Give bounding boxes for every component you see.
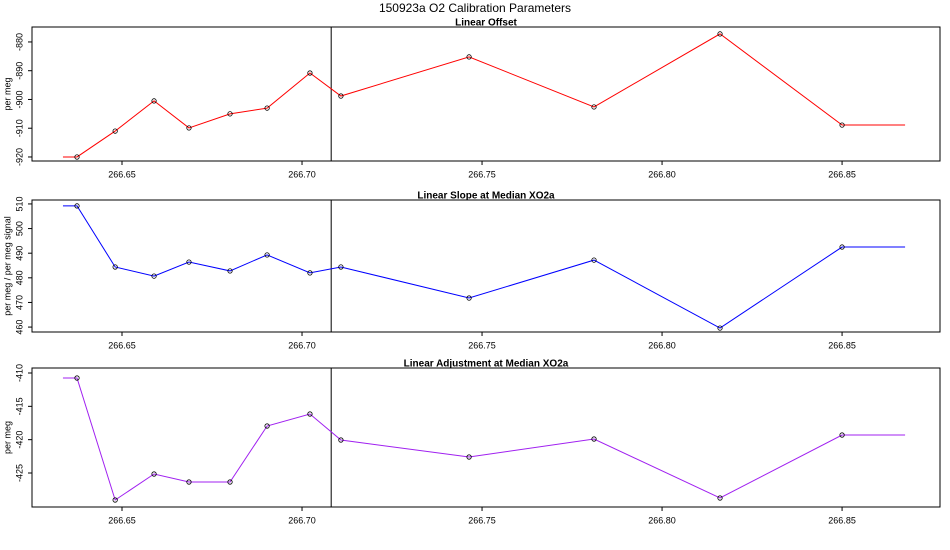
y-axis-label: per meg / per meg signal xyxy=(2,216,12,316)
y-tick-label: 500 xyxy=(14,221,24,236)
data-point xyxy=(151,273,157,279)
data-point xyxy=(338,264,344,270)
panel-title: Linear Offset xyxy=(455,18,517,29)
y-tick-label: -900 xyxy=(14,90,24,108)
data-point xyxy=(186,125,192,131)
data-point xyxy=(151,471,157,477)
y-tick-label: -420 xyxy=(14,431,24,449)
x-tick-label: 266.70 xyxy=(288,169,316,179)
data-point xyxy=(717,325,723,331)
data-point xyxy=(264,423,270,429)
x-tick-label: 266.75 xyxy=(468,340,496,350)
plot-frame xyxy=(31,367,941,508)
y-tick-label: 490 xyxy=(14,246,24,261)
data-point xyxy=(227,111,233,117)
x-tick-label: 266.85 xyxy=(828,515,856,525)
data-point xyxy=(151,98,157,104)
y-tick-label: -920 xyxy=(14,148,24,166)
y-tick-label: -410 xyxy=(14,364,24,382)
data-point xyxy=(186,259,192,265)
x-tick-label: 266.80 xyxy=(648,169,676,179)
data-point xyxy=(338,437,344,443)
data-point xyxy=(466,454,472,460)
data-line xyxy=(62,377,906,501)
y-axis-label: per meg xyxy=(2,77,12,110)
data-point xyxy=(717,495,723,501)
data-point xyxy=(591,436,597,442)
y-tick-label: -425 xyxy=(14,464,24,482)
y-tick-label: -415 xyxy=(14,397,24,415)
y-tick-label: 510 xyxy=(14,196,24,211)
data-point xyxy=(307,270,313,276)
x-tick-label: 266.65 xyxy=(108,340,136,350)
data-point xyxy=(466,295,472,301)
data-point xyxy=(112,128,118,134)
data-point xyxy=(112,264,118,270)
x-tick-label: 266.80 xyxy=(648,515,676,525)
x-tick-label: 266.65 xyxy=(108,169,136,179)
y-tick-label: 480 xyxy=(14,270,24,285)
data-point xyxy=(591,104,597,110)
data-point xyxy=(186,479,192,485)
y-tick-label: -880 xyxy=(14,33,24,51)
x-tick-label: 266.70 xyxy=(288,515,316,525)
data-point xyxy=(264,105,270,111)
data-point xyxy=(74,375,80,381)
data-point xyxy=(717,31,723,37)
plot-frame xyxy=(31,199,941,333)
x-tick-label: 266.85 xyxy=(828,340,856,350)
data-point xyxy=(74,203,80,209)
data-point xyxy=(227,479,233,485)
panel-title: Linear Slope at Median XO2a xyxy=(417,191,555,202)
data-point xyxy=(264,252,270,258)
data-point xyxy=(839,432,845,438)
data-line xyxy=(62,205,906,329)
data-point xyxy=(839,122,845,128)
x-tick-label: 266.75 xyxy=(468,515,496,525)
data-point xyxy=(227,268,233,274)
data-point xyxy=(74,154,80,160)
y-tick-label: 470 xyxy=(14,295,24,310)
data-line xyxy=(62,33,906,158)
data-point xyxy=(307,411,313,417)
x-tick-label: 266.85 xyxy=(828,169,856,179)
x-tick-label: 266.70 xyxy=(288,340,316,350)
y-axis-label: per meg xyxy=(2,421,12,454)
y-tick-label: -890 xyxy=(14,62,24,80)
data-point xyxy=(338,93,344,99)
data-point xyxy=(307,70,313,76)
x-tick-label: 266.65 xyxy=(108,515,136,525)
panel-title: Linear Adjustment at Median XO2a xyxy=(404,359,569,370)
chart-title: 150923a O2 Calibration Parameters xyxy=(379,1,571,15)
x-tick-label: 266.75 xyxy=(468,169,496,179)
y-tick-label: -910 xyxy=(14,119,24,137)
data-point xyxy=(591,257,597,263)
data-point xyxy=(466,54,472,60)
x-tick-label: 266.80 xyxy=(648,340,676,350)
data-point xyxy=(839,244,845,250)
plot-frame xyxy=(31,26,941,162)
data-point xyxy=(112,497,118,503)
y-tick-label: 460 xyxy=(14,320,24,335)
